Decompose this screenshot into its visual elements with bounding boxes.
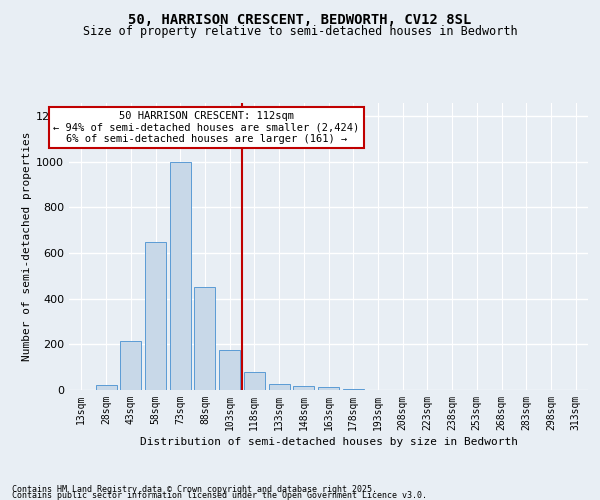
Text: Size of property relative to semi-detached houses in Bedworth: Size of property relative to semi-detach… bbox=[83, 25, 517, 38]
Bar bbox=[95, 386, 116, 390]
Bar bbox=[120, 341, 141, 390]
Y-axis label: Number of semi-detached properties: Number of semi-detached properties bbox=[22, 132, 32, 361]
X-axis label: Distribution of semi-detached houses by size in Bedworth: Distribution of semi-detached houses by … bbox=[139, 437, 517, 447]
Text: 50 HARRISON CRESCENT: 112sqm
← 94% of semi-detached houses are smaller (2,424)
6: 50 HARRISON CRESCENT: 112sqm ← 94% of se… bbox=[53, 111, 359, 144]
Bar bbox=[170, 162, 191, 390]
Bar bbox=[293, 386, 314, 390]
Bar bbox=[194, 288, 215, 390]
Text: Contains HM Land Registry data © Crown copyright and database right 2025.: Contains HM Land Registry data © Crown c… bbox=[12, 484, 377, 494]
Bar bbox=[219, 350, 240, 390]
Bar bbox=[269, 384, 290, 390]
Bar bbox=[318, 388, 339, 390]
Text: Contains public sector information licensed under the Open Government Licence v3: Contains public sector information licen… bbox=[12, 490, 427, 500]
Bar bbox=[343, 389, 364, 390]
Text: 50, HARRISON CRESCENT, BEDWORTH, CV12 8SL: 50, HARRISON CRESCENT, BEDWORTH, CV12 8S… bbox=[128, 12, 472, 26]
Bar bbox=[145, 242, 166, 390]
Bar bbox=[244, 372, 265, 390]
